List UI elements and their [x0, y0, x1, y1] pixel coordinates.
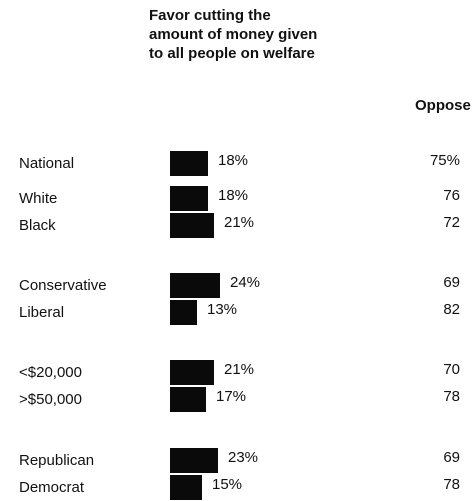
bar — [170, 387, 206, 412]
category-label: Democrat — [19, 479, 85, 496]
chart-title-line: Favor cutting the — [149, 7, 271, 24]
bar — [170, 151, 208, 176]
bar-value-label: 21% — [224, 361, 255, 378]
bar — [170, 300, 197, 325]
chart-title-line: to all people on welfare — [149, 45, 315, 62]
bar — [170, 448, 218, 473]
oppose-value-label: 76 — [443, 187, 460, 204]
bar — [170, 360, 214, 385]
oppose-value-label: 82 — [443, 301, 460, 318]
chart-title-line: amount of money given — [149, 26, 318, 43]
oppose-column-header: Oppose — [415, 97, 471, 114]
bar — [170, 475, 202, 500]
bar-value-label: 21% — [224, 214, 255, 231]
bar-value-label: 15% — [212, 476, 243, 493]
oppose-value-label: 69 — [443, 274, 460, 291]
category-label: >$50,000 — [19, 391, 82, 408]
bar-value-label: 17% — [216, 388, 247, 405]
category-label: Conservative — [19, 277, 107, 294]
oppose-value-label: 75% — [429, 152, 460, 169]
category-label: Black — [19, 217, 56, 234]
bar-value-label: 13% — [207, 301, 238, 318]
chart-title: Favor cutting the amount of money given … — [149, 6, 449, 63]
bar — [170, 273, 220, 298]
category-label: National — [19, 155, 75, 172]
oppose-value-label: 72 — [443, 214, 460, 231]
bar — [170, 186, 208, 211]
category-label: Liberal — [19, 304, 65, 321]
oppose-value-label: 70 — [443, 361, 460, 378]
category-label: White — [19, 190, 58, 207]
bar-value-label: 23% — [228, 449, 259, 466]
oppose-value-label: 78 — [443, 388, 460, 405]
oppose-value-label: 69 — [443, 449, 460, 466]
category-label: <$20,000 — [19, 364, 82, 381]
bar-value-label: 18% — [218, 187, 249, 204]
bar-value-label: 18% — [218, 152, 249, 169]
bar-value-label: 24% — [230, 274, 261, 291]
category-label: Republican — [19, 452, 95, 469]
oppose-value-label: 78 — [443, 476, 460, 493]
bar — [170, 213, 214, 238]
